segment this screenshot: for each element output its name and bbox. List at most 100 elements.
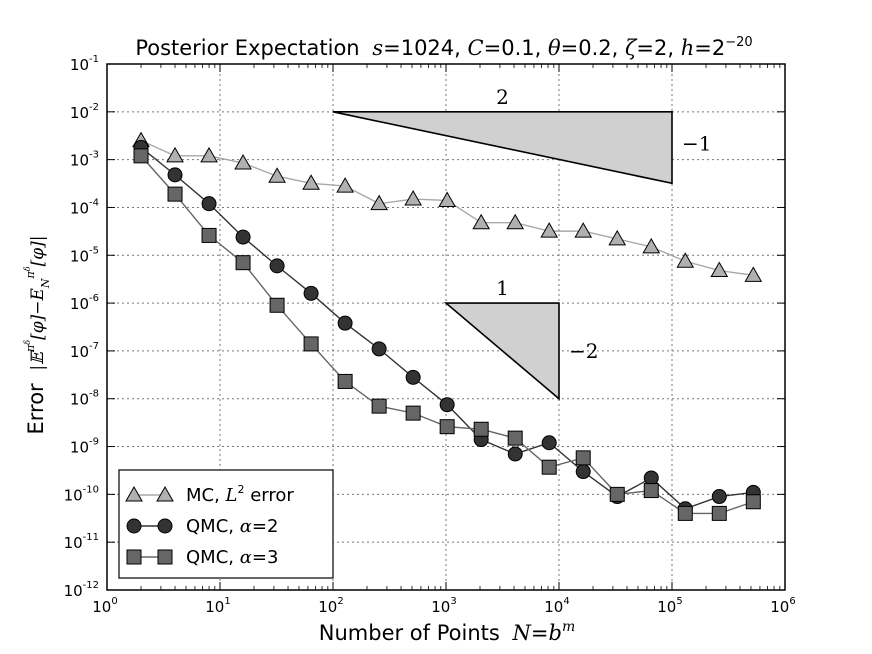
data-point <box>710 261 729 278</box>
y-axis-label: Error |𝔼πδ[φ]−ENπδ[φ]| <box>23 235 52 434</box>
data-point <box>167 167 183 183</box>
data-point <box>303 336 319 352</box>
legend-label: QMC, α=2 <box>186 516 278 537</box>
legend-marker <box>157 549 173 565</box>
data-point <box>643 483 659 499</box>
data-point <box>268 167 286 183</box>
y-tick-label: 10-3 <box>70 150 99 170</box>
legend: MC, L2 error QMC, α=2 QMC, α=3 <box>118 469 334 579</box>
data-point <box>370 194 388 211</box>
data-point <box>405 405 421 421</box>
slope-triangle-mc <box>332 111 673 185</box>
data-point <box>745 494 761 510</box>
data-point <box>439 419 455 435</box>
data-point <box>642 237 661 254</box>
slope-triangle-qmc-top-label: 1 <box>496 276 509 300</box>
data-point <box>744 266 763 282</box>
data-point <box>336 177 354 193</box>
data-point <box>269 258 285 274</box>
data-point <box>405 369 421 385</box>
data-point <box>473 421 489 437</box>
data-point <box>677 505 693 521</box>
y-tick-label: 10-1 <box>70 54 99 74</box>
legend-box <box>118 469 334 579</box>
data-point <box>575 450 591 466</box>
data-point <box>711 505 727 521</box>
slope-triangle-mc-side-label: −1 <box>682 132 711 156</box>
data-point <box>235 229 251 245</box>
data-point <box>506 213 525 230</box>
series-square <box>133 148 761 521</box>
data-point <box>676 252 695 268</box>
series-line <box>140 155 754 515</box>
data-point <box>201 196 217 212</box>
y-tick-label: 10-8 <box>70 389 99 409</box>
x-tick-label: 104 <box>544 596 569 616</box>
series-triangle <box>132 131 763 282</box>
data-point <box>711 489 727 505</box>
x-tick-label: 100 <box>92 596 117 616</box>
data-point <box>575 464 591 480</box>
data-point <box>438 191 457 207</box>
slope-triangle-qmc <box>443 302 560 401</box>
data-point <box>303 285 319 301</box>
legend-label: MC, L2 error <box>186 483 294 506</box>
legend-marker <box>156 485 174 502</box>
y-tick-label: 10-2 <box>70 102 99 122</box>
data-point <box>574 222 593 238</box>
legend-marker <box>126 518 142 534</box>
data-point <box>404 190 423 206</box>
data-point <box>541 435 557 451</box>
x-axis-label: Number of Points N=bm <box>319 619 575 645</box>
data-point <box>507 446 523 462</box>
legend-entry-circle: QMC, α=2 <box>126 516 278 537</box>
svg-text:Error |𝔼πδ[φ]−ENπδ[φ]|: Error |𝔼πδ[φ]−ENπδ[φ]| <box>23 235 52 434</box>
data-point <box>507 430 523 446</box>
data-point <box>540 222 559 238</box>
y-tick-label: 10-7 <box>70 341 99 361</box>
data-point <box>133 148 149 164</box>
legend-label: QMC, α=3 <box>186 547 278 568</box>
data-point <box>541 459 557 475</box>
slope-triangles: 2 −1 1 −2 <box>332 85 711 401</box>
data-series <box>132 131 763 521</box>
data-point <box>234 154 252 170</box>
x-tick-label: 101 <box>205 596 230 616</box>
data-point <box>472 213 491 230</box>
legend-entry-square: QMC, α=3 <box>126 547 278 568</box>
data-point <box>337 315 353 331</box>
data-point <box>643 470 659 486</box>
data-point <box>269 297 285 313</box>
y-tick-label: 10-4 <box>70 197 99 217</box>
slope-triangle-qmc-side-label: −2 <box>569 339 598 363</box>
data-point <box>302 174 320 190</box>
data-point <box>167 186 183 202</box>
data-point <box>371 398 387 414</box>
data-point <box>235 255 251 271</box>
y-tick-label: 10-9 <box>70 437 99 457</box>
data-point <box>201 227 217 243</box>
data-point <box>609 486 625 502</box>
legend-marker <box>126 549 142 565</box>
data-point <box>200 146 218 163</box>
chart-title: Posterior Expectation s=1024, C=0.1, θ=0… <box>135 35 752 60</box>
slope-triangle-mc-top-label: 2 <box>496 85 509 109</box>
axis-ticks: 100 101 102 103 104 105 10610-1210-1110-1010-9… <box>64 54 796 616</box>
data-point <box>337 373 353 389</box>
data-point <box>608 229 627 246</box>
y-tick-label: 10-5 <box>70 245 99 265</box>
legend-marker <box>157 518 173 534</box>
legend-entry-triangle: MC, L2 error <box>125 483 294 506</box>
x-tick-label: 105 <box>657 596 682 616</box>
y-tick-label: 10-12 <box>64 580 99 600</box>
x-tick-label: 103 <box>431 596 456 616</box>
legend-marker <box>125 485 143 502</box>
title-prefix: Posterior Expectation <box>135 36 359 60</box>
data-point <box>371 341 387 357</box>
data-point <box>439 397 455 413</box>
y-tick-label: 10-6 <box>70 293 99 313</box>
y-tick-label: 10-10 <box>64 484 99 504</box>
data-point <box>166 146 184 163</box>
x-tick-label: 102 <box>318 596 343 616</box>
